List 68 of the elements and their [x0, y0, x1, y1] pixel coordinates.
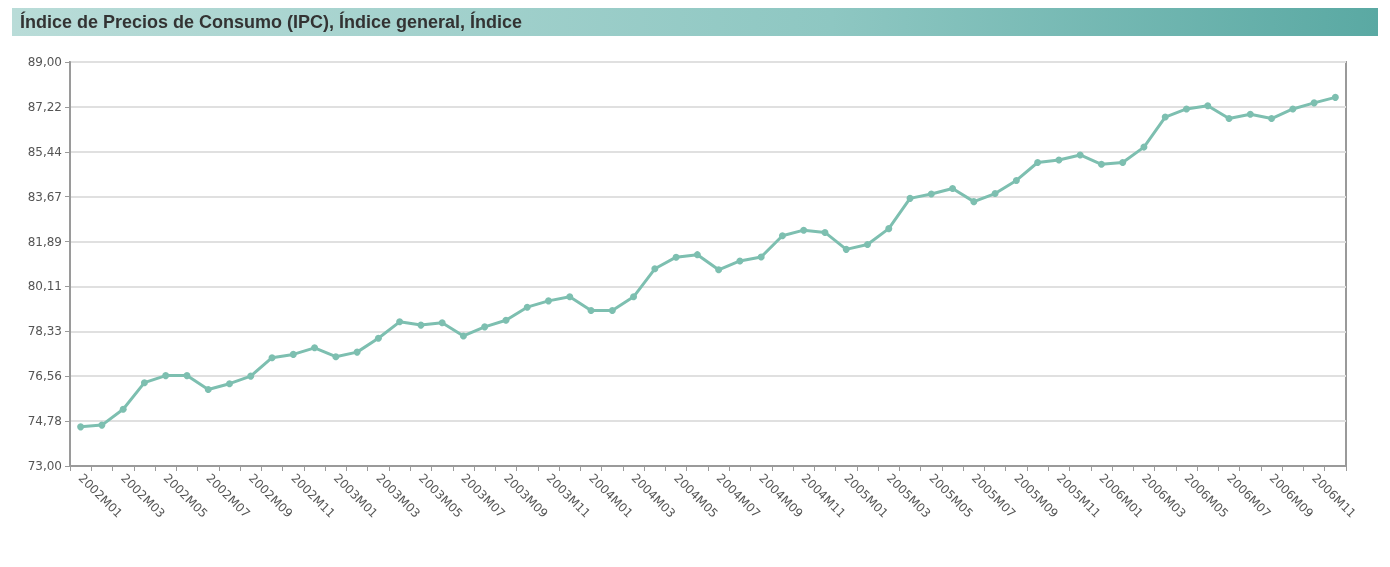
- point: [268, 354, 276, 362]
- y-tick-label: 87,22: [27, 99, 62, 114]
- point: [374, 334, 382, 342]
- point: [204, 385, 212, 393]
- point: [247, 372, 255, 380]
- point: [970, 198, 978, 206]
- point: [693, 251, 701, 259]
- point: [1331, 93, 1339, 101]
- point: [842, 245, 850, 253]
- point: [140, 379, 148, 387]
- point: [1119, 159, 1127, 166]
- point: [1183, 105, 1190, 113]
- point: [800, 226, 808, 234]
- point: [651, 265, 659, 273]
- point: [1012, 176, 1020, 184]
- chart-title: Índice de Precios de Consumo (IPC), Índice general, Índice: [12, 8, 1378, 36]
- point: [608, 306, 616, 314]
- point: [672, 253, 680, 261]
- y-tick-label: 80,11: [27, 279, 62, 294]
- point: [566, 293, 574, 301]
- point: [98, 421, 106, 429]
- point: [438, 319, 446, 327]
- y-tick-label: 76,56: [27, 369, 62, 384]
- point: [119, 405, 127, 413]
- point: [715, 266, 723, 274]
- point: [417, 321, 425, 329]
- point: [757, 253, 765, 261]
- point: [353, 348, 361, 356]
- y-tick-label: 89,00: [27, 55, 62, 69]
- y-tick-label: 85,44: [27, 144, 62, 159]
- point: [1268, 115, 1276, 123]
- point: [587, 306, 595, 314]
- point: [906, 194, 914, 202]
- point: [459, 332, 467, 340]
- point: [1076, 151, 1084, 159]
- y-tick-label: 73,00: [27, 459, 62, 473]
- point: [226, 380, 233, 388]
- point: [864, 241, 871, 249]
- point: [991, 190, 999, 198]
- point: [77, 423, 85, 431]
- y-tick-label: 74,78: [27, 414, 62, 429]
- point: [1289, 105, 1297, 113]
- point: [523, 303, 531, 311]
- point: [949, 185, 957, 192]
- point: [1310, 99, 1318, 107]
- point: [885, 225, 893, 233]
- point: [396, 318, 404, 326]
- point: [289, 350, 297, 358]
- point: [1225, 115, 1233, 123]
- point: [311, 344, 319, 352]
- y-tick-label: 81,89: [27, 234, 62, 249]
- point: [1034, 159, 1042, 166]
- point: [502, 316, 510, 324]
- point: [545, 297, 552, 305]
- point: [162, 372, 170, 380]
- point: [821, 228, 829, 236]
- point: [927, 190, 935, 198]
- point: [183, 372, 191, 380]
- point: [1246, 110, 1254, 118]
- point: [1204, 102, 1212, 110]
- point: [1161, 113, 1169, 121]
- y-tick-label: 78,33: [27, 324, 62, 339]
- point: [778, 232, 786, 240]
- point: [332, 353, 340, 361]
- point: [630, 293, 638, 301]
- point: [1097, 160, 1105, 168]
- y-tick-label: 83,67: [27, 189, 62, 204]
- point: [481, 323, 489, 331]
